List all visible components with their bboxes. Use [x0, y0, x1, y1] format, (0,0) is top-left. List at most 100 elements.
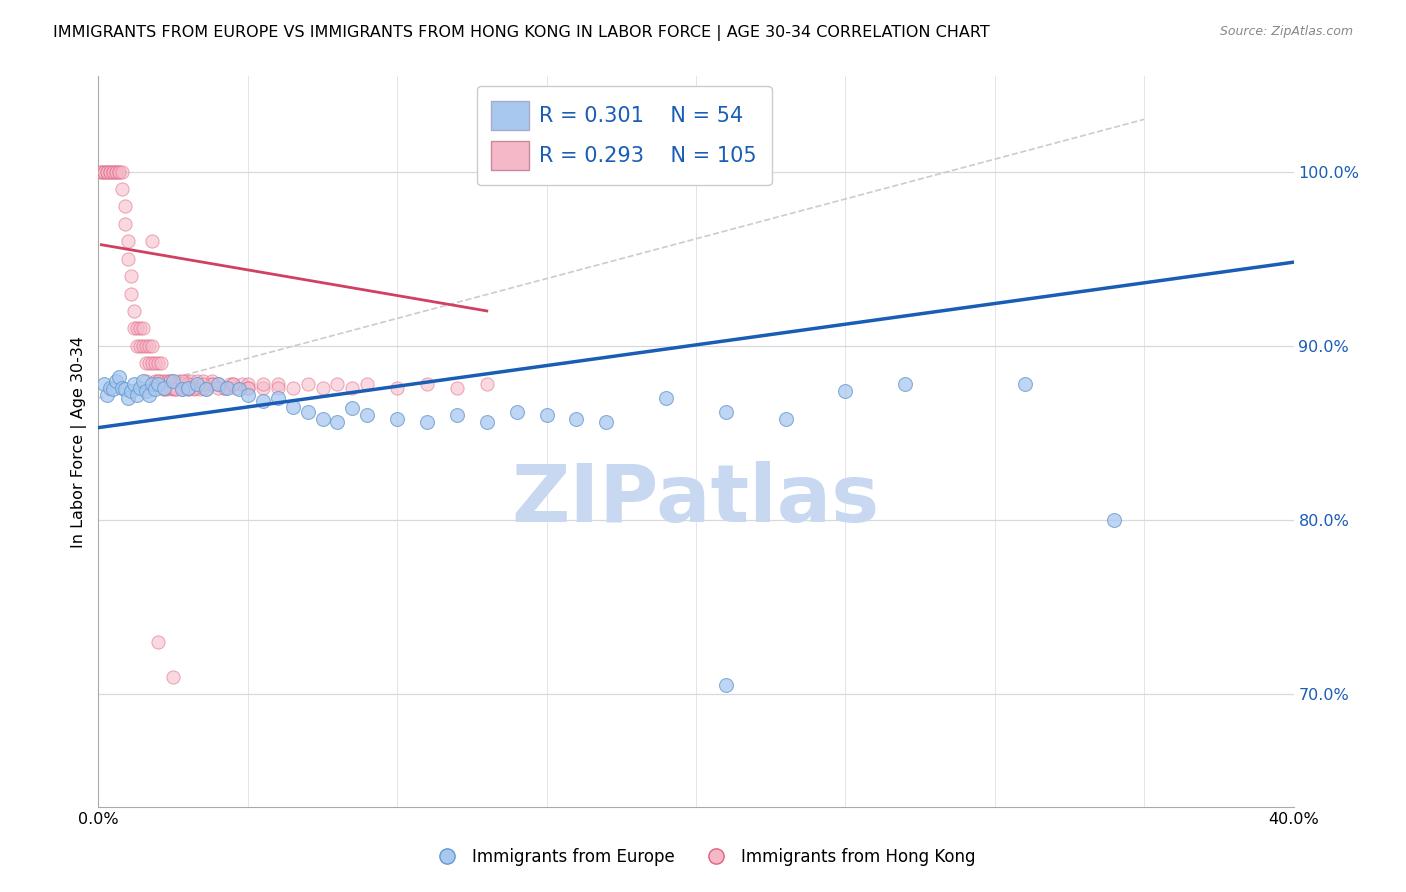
Point	[132, 339, 155, 353]
Point	[103, 382, 125, 396]
Point	[342, 380, 364, 394]
Point	[96, 164, 118, 178]
Point	[120, 286, 142, 301]
Point	[267, 377, 290, 392]
Point	[108, 164, 131, 178]
Point	[195, 382, 218, 396]
Point	[172, 382, 194, 396]
Point	[156, 382, 179, 396]
Point	[105, 164, 128, 178]
Point	[153, 374, 176, 388]
Point	[117, 391, 139, 405]
Point	[103, 164, 125, 178]
Point	[775, 412, 797, 426]
Point	[177, 382, 200, 396]
Point	[222, 377, 245, 392]
Point	[356, 377, 378, 392]
Point	[180, 374, 202, 388]
Point	[143, 382, 166, 396]
Point	[222, 377, 245, 392]
Text: Source: ZipAtlas.com: Source: ZipAtlas.com	[1219, 25, 1353, 38]
Point	[188, 382, 211, 396]
Point	[177, 382, 200, 396]
Point	[195, 382, 218, 396]
Point	[207, 380, 229, 394]
Point	[117, 234, 139, 248]
Point	[167, 374, 190, 388]
Point	[385, 412, 409, 426]
Point	[153, 380, 176, 394]
Point	[201, 377, 224, 392]
Point	[135, 384, 157, 398]
Point	[148, 377, 170, 392]
Point	[120, 384, 142, 398]
Point	[475, 377, 498, 392]
Point	[342, 401, 364, 416]
Point	[236, 377, 259, 392]
Point	[98, 164, 122, 178]
Point	[236, 387, 259, 401]
Point	[565, 412, 588, 426]
Point	[267, 380, 290, 394]
Point	[90, 164, 112, 178]
Point	[207, 377, 229, 392]
Point	[96, 387, 118, 401]
Point	[108, 370, 131, 384]
Point	[186, 377, 208, 392]
Point	[143, 374, 166, 388]
Point	[114, 199, 136, 213]
Point	[138, 339, 160, 353]
Point	[90, 164, 112, 178]
Point	[1014, 377, 1036, 392]
Point	[311, 412, 333, 426]
Point	[225, 380, 247, 394]
Point	[114, 382, 136, 396]
Point	[191, 374, 214, 388]
Point	[228, 382, 250, 396]
Point	[141, 356, 163, 370]
Point	[111, 380, 134, 394]
Point	[252, 380, 274, 394]
Point	[201, 377, 224, 392]
Legend: R = 0.301    N = 54, R = 0.293    N = 105: R = 0.301 N = 54, R = 0.293 N = 105	[477, 87, 772, 185]
Point	[655, 391, 678, 405]
Point	[177, 377, 200, 392]
Point	[536, 409, 558, 423]
Point	[236, 380, 259, 394]
Point	[93, 164, 115, 178]
Point	[183, 382, 205, 396]
Point	[156, 374, 179, 388]
Text: ZIPatlas: ZIPatlas	[512, 461, 880, 539]
Point	[153, 382, 176, 396]
Point	[127, 321, 149, 335]
Point	[311, 380, 333, 394]
Point	[98, 380, 122, 394]
Point	[138, 387, 160, 401]
Point	[174, 374, 197, 388]
Point	[186, 374, 208, 388]
Y-axis label: In Labor Force | Age 30-34: In Labor Force | Age 30-34	[72, 335, 87, 548]
Point	[252, 394, 274, 409]
Point	[159, 380, 181, 394]
Point	[148, 635, 170, 649]
Point	[117, 252, 139, 266]
Point	[159, 374, 181, 388]
Point	[177, 380, 200, 394]
Point	[111, 164, 134, 178]
Point	[446, 409, 468, 423]
Point	[172, 377, 194, 392]
Point	[114, 217, 136, 231]
Point	[236, 380, 259, 394]
Point	[98, 164, 122, 178]
Point	[129, 380, 152, 394]
Point	[165, 382, 187, 396]
Point	[281, 380, 304, 394]
Point	[162, 670, 184, 684]
Point	[93, 377, 115, 392]
Point	[212, 380, 235, 394]
Point	[124, 377, 146, 392]
Point	[96, 164, 118, 178]
Point	[153, 382, 176, 396]
Point	[141, 377, 163, 392]
Point	[148, 374, 170, 388]
